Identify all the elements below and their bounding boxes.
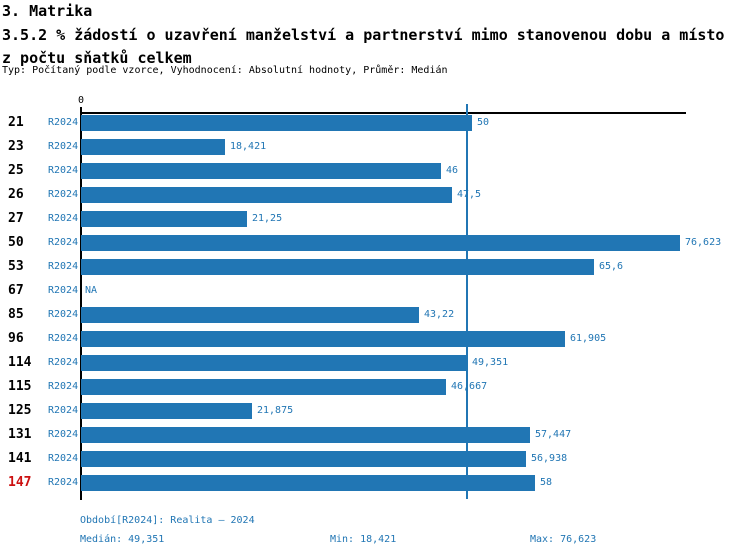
chart-row: 115 R2024 46,667 [0,379,750,395]
bar [81,187,452,203]
section-title: 3. Matrika [2,2,93,20]
series-label: R2024 [48,189,79,200]
row-id-label: 147 [8,475,32,490]
chart-row: 21 R2024 50 [0,115,750,131]
row-id-label: 125 [8,403,32,418]
series-label: R2024 [48,117,79,128]
bar [81,307,419,323]
bar [81,427,530,443]
series-label: R2024 [48,381,79,392]
chart-row: 96 R2024 61,905 [0,331,750,347]
series-label: R2024 [48,477,79,488]
bar [81,403,252,419]
row-id-label: 96 [8,331,24,346]
bar [81,355,467,371]
series-label: R2024 [48,357,79,368]
bar [81,211,247,227]
row-id-label: 26 [8,187,24,202]
series-label: R2024 [48,141,79,152]
chart-row: 26 R2024 47,5 [0,187,750,203]
bar [81,235,680,251]
series-label: R2024 [48,213,79,224]
row-id-label: 85 [8,307,24,322]
value-label: 46 [446,165,459,176]
x-axis-zero-tick-label: 0 [77,95,85,106]
row-id-label: 27 [8,211,24,226]
row-id-label: 21 [8,115,24,130]
row-id-label: 141 [8,451,32,466]
row-id-label: 67 [8,283,24,298]
value-label: 61,905 [570,333,607,344]
chart-row: 50 R2024 76,623 [0,235,750,251]
row-id-label: 115 [8,379,32,394]
bar [81,163,441,179]
series-label: R2024 [48,453,79,464]
series-label: R2024 [48,333,79,344]
row-id-label: 25 [8,163,24,178]
indicator-meta-line: Typ: Počítaný podle vzorce, Vyhodnocení:… [2,65,448,76]
chart-row: 27 R2024 21,25 [0,211,750,227]
median-reference-line [466,104,468,499]
value-label: 47,5 [457,189,482,200]
bar [81,139,225,155]
value-label: 49,351 [472,357,509,368]
value-label: 43,22 [424,309,455,320]
y-axis-line [80,107,82,500]
value-label: 76,623 [685,237,722,248]
value-label: 65,6 [599,261,624,272]
value-label: NA [85,285,98,296]
bar [81,331,565,347]
chart-row: 85 R2024 43,22 [0,307,750,323]
chart-row: 147 R2024 58 [0,475,750,491]
chart-row: 53 R2024 65,6 [0,259,750,275]
row-id-label: 114 [8,355,32,370]
bar [81,451,526,467]
series-label: R2024 [48,165,79,176]
row-id-label: 23 [8,139,24,154]
chart-row: 131 R2024 57,447 [0,427,750,443]
value-label: 21,875 [257,405,294,416]
chart-row: 141 R2024 56,938 [0,451,750,467]
series-label: R2024 [48,429,79,440]
value-label: 21,25 [252,213,283,224]
row-id-label: 131 [8,427,32,442]
value-label: 56,938 [531,453,568,464]
bar [81,259,594,275]
chart-row: 67 R2024 NA [0,283,750,299]
period-label: Období[R2024]: Realita – 2024 [80,515,255,526]
chart-row: 23 R2024 18,421 [0,139,750,155]
value-label: 46,667 [451,381,488,392]
chart-row: 25 R2024 46 [0,163,750,179]
series-label: R2024 [48,285,79,296]
series-label: R2024 [48,405,79,416]
plot-top-border-line [81,112,686,114]
chart-row: 114 R2024 49,351 [0,355,750,371]
bar [81,115,472,131]
indicator-title: 3.5.2 % žádostí o uzavření manželství a … [2,26,725,67]
bar [81,475,535,491]
median-stat-label: Medián: 49,351 [80,534,165,545]
series-label: R2024 [48,237,79,248]
value-label: 57,447 [535,429,572,440]
value-label: 18,421 [230,141,267,152]
value-label: 58 [540,477,553,488]
series-label: R2024 [48,309,79,320]
row-id-label: 53 [8,259,24,274]
value-label: 50 [477,117,490,128]
bar [81,379,446,395]
max-stat-label: Max: 76,623 [530,534,597,545]
min-stat-label: Min: 18,421 [330,534,397,545]
series-label: R2024 [48,261,79,272]
chart-row: 125 R2024 21,875 [0,403,750,419]
row-id-label: 50 [8,235,24,250]
